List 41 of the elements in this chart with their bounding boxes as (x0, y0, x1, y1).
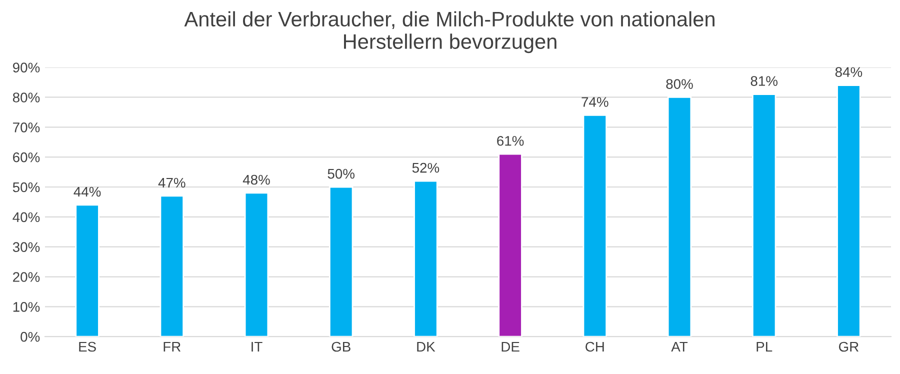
x-tick-label: DE (502, 342, 520, 352)
x-tick-label: AT (671, 342, 688, 352)
data-label: 47% (158, 178, 186, 188)
x-tick-label: FR (164, 342, 181, 352)
data-label: 80% (666, 79, 693, 89)
chart-title: Anteil der Verbraucher, die Milch-Produkte von nationalen Herstellern bevorzugen (184, 11, 714, 54)
bar (498, 153, 522, 337)
data-label: 48% (242, 174, 270, 185)
bar (244, 192, 269, 337)
y-tick-label: 0% (20, 332, 40, 342)
x-tick-label: GR (838, 342, 858, 352)
data-label: 52% (412, 162, 440, 173)
data-label: 74% (582, 97, 608, 107)
bar (75, 204, 100, 337)
x-tick-label: PL (756, 342, 772, 352)
y-tick-label: 10% (13, 302, 40, 312)
y-tick-label: 40% (12, 212, 40, 222)
y-tick-label: 20% (13, 272, 40, 282)
x-tick-label: IT (252, 342, 262, 352)
x-tick-label: DK (417, 342, 436, 352)
data-label: 81% (750, 76, 778, 86)
bar (836, 84, 861, 337)
bar (328, 186, 354, 337)
bar (160, 195, 184, 337)
x-tick-label: CH (586, 342, 604, 352)
bar (752, 94, 776, 337)
data-label: 84% (835, 67, 862, 77)
x-tick-label: GB (332, 342, 350, 352)
y-tick-label: 50% (12, 182, 40, 192)
data-label: 50% (328, 168, 355, 179)
data-label: 61% (497, 136, 524, 146)
bar (414, 180, 438, 337)
y-tick-label: 90% (12, 62, 40, 72)
data-label: 44% (74, 186, 101, 197)
bar (582, 114, 608, 337)
y-tick-label: 80% (12, 92, 40, 102)
y-tick-label: 30% (12, 242, 40, 252)
x-tick-label: ES (79, 342, 96, 352)
y-tick-label: 60% (13, 152, 40, 162)
y-tick-label: 70% (13, 122, 40, 132)
bar (667, 96, 692, 337)
